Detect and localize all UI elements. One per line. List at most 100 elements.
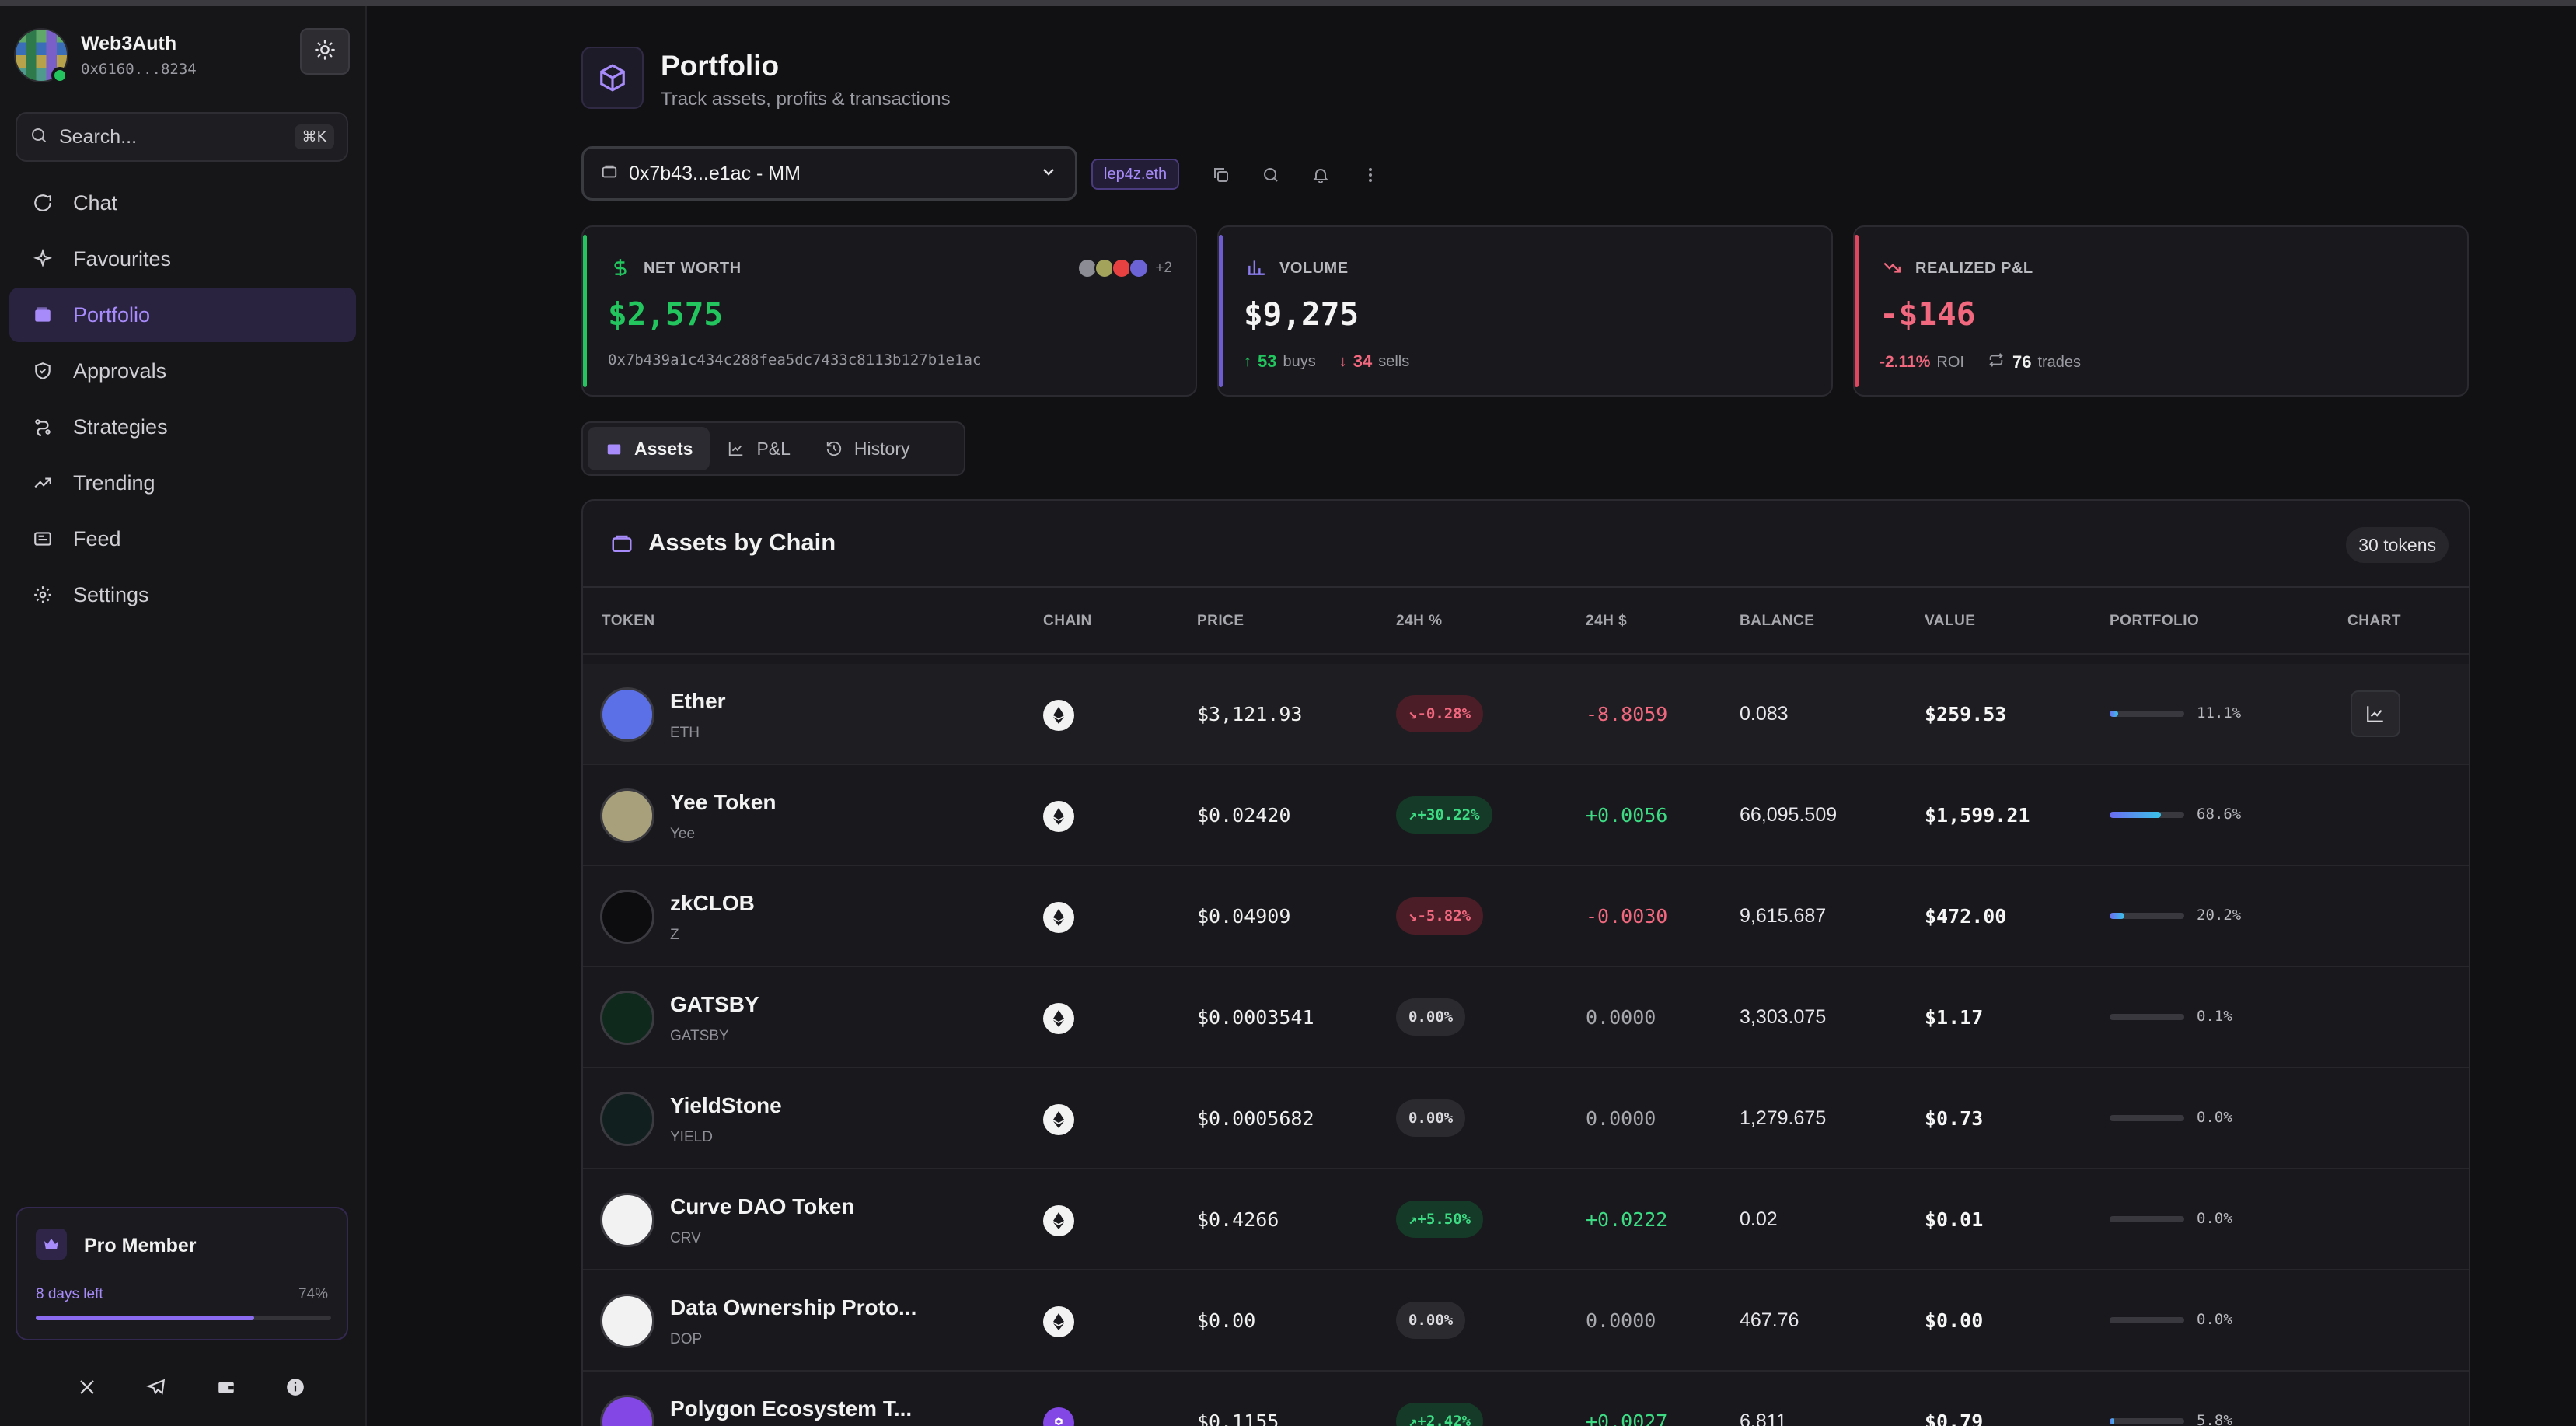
- view-chart-button[interactable]: [2351, 690, 2400, 737]
- column-header-price[interactable]: PRICE: [1197, 613, 1244, 629]
- more-vertical-icon[interactable]: [1359, 163, 1382, 187]
- sidebar-item-settings[interactable]: Settings: [9, 568, 356, 622]
- sidebar-item-trending[interactable]: Trending: [9, 456, 356, 510]
- portfolio-share-fill: [2110, 711, 2118, 717]
- portfolio-share-bar: [2110, 1418, 2184, 1424]
- shield-check-icon: [31, 359, 54, 383]
- table-row[interactable]: YieldStone YIELD $0.0005682 0.00% 0.0000 1,27…: [583, 1068, 2469, 1169]
- price-change-pct-badge: ↗+2.42%: [1396, 1403, 1484, 1426]
- window-top-border: [0, 0, 2576, 6]
- token-value: $1,599.21: [1925, 804, 2030, 827]
- token-symbol: Z: [670, 927, 679, 943]
- search-shortcut-badge: ⌘K: [294, 124, 334, 149]
- ethereum-chain-icon: [1043, 902, 1074, 933]
- sidebar: Web3Auth 0x6160...8234 Search... ⌘K Chat…: [0, 6, 367, 1426]
- table-row[interactable]: Curve DAO Token CRV $0.4266 ↗+5.50% +0.0222 0…: [583, 1169, 2469, 1270]
- sidebar-item-feed[interactable]: Feed: [9, 512, 356, 566]
- ens-badge[interactable]: lep4z.eth: [1091, 159, 1180, 190]
- token-balance: 3,303.075: [1740, 1006, 1827, 1028]
- tab-pnl[interactable]: P&L: [710, 427, 807, 470]
- column-header-24h-usd[interactable]: 24H $: [1586, 613, 1628, 629]
- search-box[interactable]: Search... ⌘K: [16, 112, 348, 162]
- sidebar-item-favourites[interactable]: Favourites: [9, 232, 356, 286]
- search-placeholder: Search...: [59, 125, 138, 148]
- table-row[interactable]: Yee Token Yee $0.02420 ↗+30.22% +0.0056 66,09…: [583, 765, 2469, 866]
- tab-history[interactable]: History: [808, 427, 927, 470]
- sidebar-item-portfolio[interactable]: Portfolio: [9, 288, 356, 342]
- wallet-icon: [31, 303, 54, 327]
- price-change-pct-badge: ↗+30.22%: [1396, 796, 1492, 834]
- crown-icon: [36, 1229, 67, 1260]
- price-change-pct-badge: ↘-0.28%: [1396, 695, 1484, 732]
- chevron-down-icon: [1039, 163, 1058, 185]
- column-header-balance[interactable]: BALANCE: [1740, 613, 1815, 629]
- sidebar-item-chat[interactable]: Chat: [9, 176, 356, 230]
- table-row[interactable]: Ether ETH $3,121.93 ↘-0.28% -8.8059 0.083 $259…: [583, 664, 2469, 765]
- column-header-token[interactable]: TOKEN: [602, 613, 655, 629]
- bell-icon[interactable]: [1309, 163, 1332, 187]
- table-row[interactable]: Polygon Ecosystem T...POL$0.1155↗+2.42%+…: [583, 1372, 2469, 1426]
- tab-assets[interactable]: Assets: [588, 427, 710, 470]
- newspaper-icon: [31, 527, 54, 550]
- portfolio-tabs: Assets P&L History: [581, 421, 965, 476]
- search-icon[interactable]: [1259, 163, 1283, 187]
- price-change-pct-badge: 0.00%: [1396, 1099, 1466, 1137]
- copy-icon[interactable]: [1209, 163, 1233, 187]
- token-name[interactable]: GATSBY: [670, 992, 759, 1016]
- bar-chart-icon: [1245, 257, 1267, 278]
- telegram-icon[interactable]: [144, 1375, 169, 1400]
- pnl-value: -$146: [1880, 295, 1976, 333]
- column-header-value[interactable]: VALUE: [1925, 613, 1976, 629]
- table-row[interactable]: GATSBY GATSBY $0.0003541 0.00% 0.0000 3,303.0…: [583, 967, 2469, 1068]
- wallet-selected-label: 0x7b43...e1ac - MM: [629, 162, 801, 184]
- volume-breakdown: ↑ 53 buys ↓ 34 sells: [1244, 351, 1409, 372]
- token-name[interactable]: Curve DAO Token: [670, 1194, 855, 1218]
- token-name[interactable]: YieldStone: [670, 1093, 782, 1117]
- token-logo-icon: [600, 1294, 654, 1348]
- pro-membership-card[interactable]: Pro Member 8 days left 74%: [16, 1207, 348, 1340]
- trades-count: 76: [2012, 352, 2032, 372]
- column-header-portfolio[interactable]: PORTFOLIO: [2110, 613, 2200, 629]
- table-row[interactable]: Data Ownership Proto... DOP $0.00 0.00% 0.00…: [583, 1270, 2469, 1372]
- token-name[interactable]: Yee Token: [670, 790, 777, 814]
- token-balance: 0.02: [1740, 1208, 1778, 1230]
- pro-progress-bar: [36, 1316, 331, 1320]
- sparkle-icon: [31, 247, 54, 271]
- token-value: $259.53: [1925, 703, 2007, 725]
- table-row[interactable]: zkCLOB Z $0.04909 ↘-5.82% -0.0030 9,615.687 $4…: [583, 866, 2469, 967]
- token-name[interactable]: zkCLOB: [670, 891, 755, 915]
- price-change-pct-badge: ↘-5.82%: [1396, 897, 1484, 935]
- sidebar-item-approvals[interactable]: Approvals: [9, 344, 356, 398]
- token-price: $0.4266: [1197, 1208, 1279, 1231]
- sidebar-item-label: Favourites: [73, 246, 172, 271]
- wallet-link-icon[interactable]: [214, 1375, 239, 1400]
- theme-toggle-button[interactable]: [300, 28, 350, 75]
- portfolio-share-fill: [2110, 913, 2125, 919]
- sidebar-item-label: Chat: [73, 190, 118, 215]
- pro-progress-fill: [36, 1316, 255, 1320]
- trades-label: trades: [2037, 353, 2082, 371]
- roi-value: -2.11%: [1880, 353, 1931, 371]
- portfolio-share-pct: 5.8%: [2197, 1412, 2232, 1426]
- main-content: Portfolio Track assets, profits & transa…: [368, 6, 2576, 1426]
- sidebar-item-strategies[interactable]: Strategies: [9, 400, 356, 454]
- wallet-selector[interactable]: 0x7b43...e1ac - MM: [581, 146, 1077, 201]
- column-header-chain[interactable]: CHAIN: [1043, 613, 1092, 629]
- profile-block[interactable]: Web3Auth 0x6160...8234: [14, 23, 353, 95]
- token-balance: 6.811: [1740, 1410, 1787, 1426]
- volume-card: VOLUME $9,275 ↑ 53 buys ↓ 34 sells: [1217, 225, 1833, 397]
- portfolio-share-bar: [2110, 1216, 2184, 1222]
- token-balance: 0.083: [1740, 703, 1789, 725]
- trending-down-icon: [1881, 257, 1903, 278]
- token-price: $3,121.93: [1197, 703, 1303, 725]
- token-name[interactable]: Ether: [670, 689, 726, 713]
- x-twitter-icon[interactable]: [75, 1375, 99, 1400]
- token-name[interactable]: Data Ownership Proto...: [670, 1295, 917, 1319]
- column-header-24h-pct[interactable]: 24H %: [1396, 613, 1443, 629]
- token-name[interactable]: Polygon Ecosystem T...: [670, 1396, 913, 1421]
- arrow-up-icon: ↑: [1244, 352, 1251, 370]
- volume-label: VOLUME: [1279, 260, 1349, 277]
- info-icon[interactable]: [283, 1375, 308, 1400]
- token-balance: 9,615.687: [1740, 905, 1827, 927]
- more-chains-count: +2: [1155, 260, 1172, 276]
